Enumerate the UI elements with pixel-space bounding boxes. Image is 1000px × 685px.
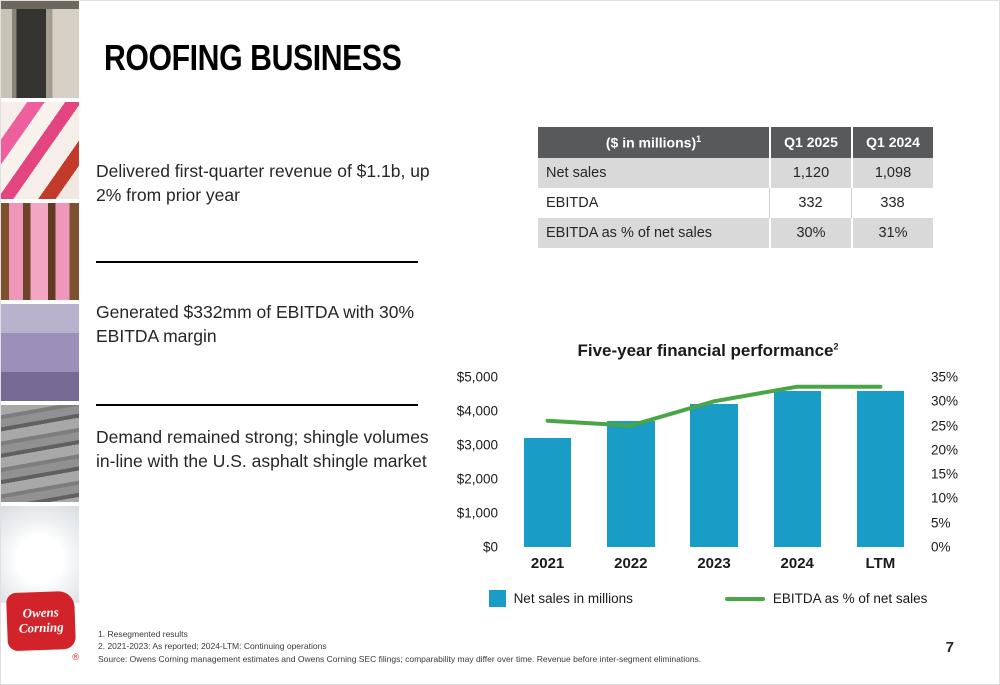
bullet-revenue: Delivered first-quarter revenue of $1.1b… xyxy=(96,161,430,206)
photo-roof-workers-image xyxy=(1,304,79,401)
net-sales-bar xyxy=(773,390,821,547)
right-axis-tick: 10% xyxy=(931,490,959,506)
ebitda-margin-line xyxy=(548,387,881,426)
units-label: ($ in millions) xyxy=(605,134,697,151)
photo-shingles-image xyxy=(1,405,79,502)
logo-text-corning: Corning xyxy=(18,619,64,636)
right-axis-tick: 15% xyxy=(931,466,959,482)
owens-corning-logo-badge: Owens Corning xyxy=(6,590,76,652)
cell-margin-2025: 30% xyxy=(769,217,851,248)
table-header-row: ($ in millions)1 Q1 2025 Q1 2024 xyxy=(538,127,933,158)
cell-net-sales-2025: 1,120 xyxy=(769,157,851,188)
bar-swatch-icon xyxy=(488,590,506,607)
x-axis-label: 2022 xyxy=(614,555,648,572)
right-axis-tick: 0% xyxy=(931,539,951,555)
line-swatch-icon xyxy=(724,596,765,601)
photo-white-insulation-image xyxy=(1,506,79,603)
table-header-q1-2024: Q1 2024 xyxy=(851,127,933,158)
x-axis-label: LTM xyxy=(865,555,896,572)
row-label: EBITDA xyxy=(538,187,769,218)
bar-slot xyxy=(756,377,839,547)
legend-ebitda-margin: EBITDA as % of net sales xyxy=(724,590,928,607)
table-row-ebitda-margin: EBITDA as % of net sales 30% 31% xyxy=(538,217,933,248)
line-series xyxy=(506,377,922,547)
right-axis-tick: 35% xyxy=(931,369,959,385)
footnotes: 1. Resegmented results 2. 2021-2023: As … xyxy=(98,628,848,665)
left-axis-tick: $0 xyxy=(482,539,498,555)
table-header-units: ($ in millions)1 xyxy=(538,127,769,158)
footnote-source: Source: Owens Corning management estimat… xyxy=(98,653,702,664)
bullet-ebitda: Generated $332mm of EBITDA with 30% EBIT… xyxy=(96,302,415,347)
right-axis-tick: 25% xyxy=(931,418,959,434)
net-sales-bar xyxy=(607,421,655,547)
five-year-performance-chart: Five-year financial performance2 $5,000 $… xyxy=(448,341,968,607)
table-row-net-sales: Net sales 1,120 1,098 xyxy=(538,157,933,188)
photo-attic-insulation-image xyxy=(1,203,79,300)
net-sales-bar xyxy=(523,438,572,547)
owens-corning-logo: Owens Corning ® xyxy=(6,590,81,664)
right-axis-tick: 5% xyxy=(931,515,951,531)
x-axis-label: 2021 xyxy=(530,555,565,572)
footnote-ref: 2 xyxy=(833,341,839,352)
bullet-demand: Demand remained strong; shingle volumes … xyxy=(96,427,429,472)
chart-legend: Net sales in millions EBITDA as % of net… xyxy=(448,590,968,607)
left-axis-tick: $4,000 xyxy=(456,403,498,419)
legend-label: Net sales in millions xyxy=(513,591,633,606)
x-axis-label: 2023 xyxy=(697,555,731,572)
bar-series xyxy=(506,377,922,547)
left-axis-tick: $2,000 xyxy=(456,471,498,487)
left-axis-labels: $5,000 $4,000 $3,000 $2,000 $1,000 $0 xyxy=(448,370,506,555)
net-sales-bar xyxy=(856,390,905,547)
cell-ebitda-2024: 338 xyxy=(851,187,933,218)
footnote-1: 1. Resegmented results xyxy=(98,629,188,639)
left-axis-tick: $3,000 xyxy=(456,437,498,453)
quarterly-results-table: ($ in millions)1 Q1 2025 Q1 2024 Net sal… xyxy=(538,127,933,248)
bar-slot xyxy=(506,377,589,547)
page-number: 7 xyxy=(945,639,954,656)
row-label: EBITDA as % of net sales xyxy=(538,217,769,248)
cell-ebitda-2025: 332 xyxy=(769,187,851,218)
right-axis-tick: 30% xyxy=(931,393,959,409)
footnote-ref: 1 xyxy=(696,134,702,144)
net-sales-bar xyxy=(690,404,738,547)
bar-slot xyxy=(672,377,755,547)
left-axis-tick: $5,000 xyxy=(456,369,498,385)
photo-pink-wrap-image xyxy=(1,102,79,199)
legend-label: EBITDA as % of net sales xyxy=(772,591,928,606)
right-axis-tick: 20% xyxy=(931,442,959,458)
slide-title: ROOFING BUSINESS xyxy=(104,37,402,78)
chart-title-text: Five-year financial performance xyxy=(577,341,834,360)
bar-slot xyxy=(839,377,922,547)
x-axis-labels: 2021 2022 2023 2024 LTM xyxy=(506,555,922,572)
x-axis-label: 2024 xyxy=(780,555,814,572)
left-axis-tick: $1,000 xyxy=(456,505,498,521)
separator-line xyxy=(96,404,418,406)
table-row-ebitda: EBITDA 332 338 xyxy=(538,187,933,218)
photo-house-entry-image xyxy=(1,1,79,98)
bar-slot xyxy=(589,377,672,547)
footnote-2: 2. 2021-2023: As reported; 2024-LTM: Con… xyxy=(98,641,327,652)
cell-net-sales-2024: 1,098 xyxy=(851,157,933,188)
plot-area xyxy=(506,377,922,547)
photo-strip xyxy=(1,1,79,603)
row-label: Net sales xyxy=(538,157,769,188)
chart-body: $5,000 $4,000 $3,000 $2,000 $1,000 $0 35% 30% 2… xyxy=(448,370,968,555)
separator-line xyxy=(96,261,418,263)
registered-trademark-symbol: ® xyxy=(72,652,79,662)
cell-margin-2024: 31% xyxy=(851,217,933,248)
table-header-q1-2025: Q1 2025 xyxy=(769,127,851,158)
legend-net-sales: Net sales in millions xyxy=(488,590,633,607)
right-axis-labels: 35% 30% 25% 20% 15% 10% 5% 0% xyxy=(922,370,968,555)
chart-title: Five-year financial performance2 xyxy=(448,341,968,361)
